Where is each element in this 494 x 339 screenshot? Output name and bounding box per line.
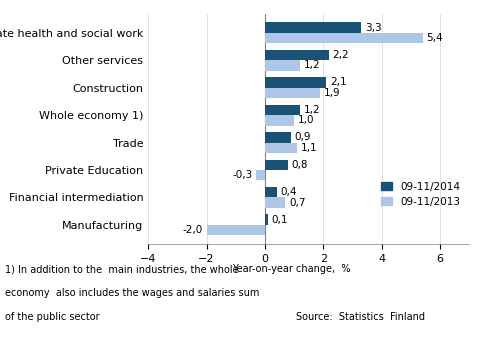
Text: 1,1: 1,1 <box>300 143 317 153</box>
Text: 0,4: 0,4 <box>280 187 296 197</box>
Bar <box>265 197 286 208</box>
Text: 1,9: 1,9 <box>324 88 340 98</box>
Text: 2,1: 2,1 <box>330 77 346 87</box>
Text: 1,0: 1,0 <box>298 115 314 125</box>
Text: 2,2: 2,2 <box>332 50 349 60</box>
Bar <box>265 187 277 197</box>
Text: 1,2: 1,2 <box>303 105 320 115</box>
Text: 5,4: 5,4 <box>426 33 443 43</box>
Bar <box>265 105 300 115</box>
Text: 0,9: 0,9 <box>295 132 311 142</box>
Text: 3,3: 3,3 <box>365 23 381 33</box>
Text: 0,8: 0,8 <box>292 160 308 170</box>
Bar <box>265 115 294 125</box>
Text: -2,0: -2,0 <box>183 225 203 235</box>
Bar <box>265 160 288 170</box>
Bar <box>265 132 291 142</box>
Bar <box>265 215 268 225</box>
Bar <box>265 77 326 88</box>
Text: -0,3: -0,3 <box>233 170 253 180</box>
Bar <box>265 60 300 71</box>
Bar <box>265 33 422 43</box>
Bar <box>206 225 265 235</box>
Text: economy  also includes the wages and salaries sum: economy also includes the wages and sala… <box>5 288 259 298</box>
Bar <box>256 170 265 180</box>
Text: Source:  Statistics  Finland: Source: Statistics Finland <box>296 312 425 322</box>
Text: 0,7: 0,7 <box>289 198 305 208</box>
Text: Year-on-year change,  %: Year-on-year change, % <box>232 264 351 274</box>
Text: 1) In addition to the  main industries, the whole: 1) In addition to the main industries, t… <box>5 264 239 274</box>
Bar <box>265 22 361 33</box>
Legend: 09-11/2014, 09-11/2013: 09-11/2014, 09-11/2013 <box>377 178 464 211</box>
Bar <box>265 88 321 98</box>
Text: 0,1: 0,1 <box>271 215 288 225</box>
Bar <box>265 142 297 153</box>
Text: 1,2: 1,2 <box>303 60 320 71</box>
Text: of the public sector: of the public sector <box>5 312 100 322</box>
Bar <box>265 50 329 60</box>
